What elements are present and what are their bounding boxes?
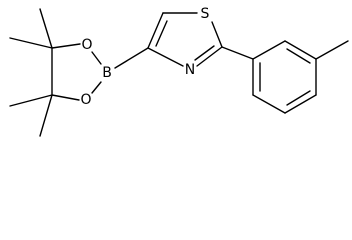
bond xyxy=(284,94,317,114)
bond xyxy=(91,81,102,94)
bond xyxy=(114,47,149,69)
bond xyxy=(211,21,223,48)
bond xyxy=(39,94,53,137)
bond xyxy=(194,45,215,61)
molecule-diagram: S N B O O xyxy=(9,6,349,137)
bond xyxy=(147,12,164,49)
bond xyxy=(39,8,53,49)
atom-label: S xyxy=(201,6,210,22)
bond xyxy=(51,43,81,49)
atom-label: O xyxy=(80,92,91,108)
bond xyxy=(147,47,184,67)
bond xyxy=(252,94,286,114)
bond xyxy=(284,40,317,60)
bond xyxy=(286,90,311,106)
bonds xyxy=(9,8,349,137)
atom-label: O xyxy=(81,37,92,53)
bond xyxy=(155,20,168,47)
bond xyxy=(221,46,254,60)
bond xyxy=(51,94,80,101)
bond xyxy=(91,51,102,65)
bond xyxy=(9,94,53,107)
bond xyxy=(286,48,311,64)
atom-label: N xyxy=(185,62,195,78)
bond xyxy=(9,37,53,49)
bond xyxy=(196,46,223,67)
atom-labels: S N B O O xyxy=(80,6,209,108)
bond xyxy=(252,40,286,60)
bond xyxy=(315,40,349,60)
atom-label: B xyxy=(102,65,112,81)
